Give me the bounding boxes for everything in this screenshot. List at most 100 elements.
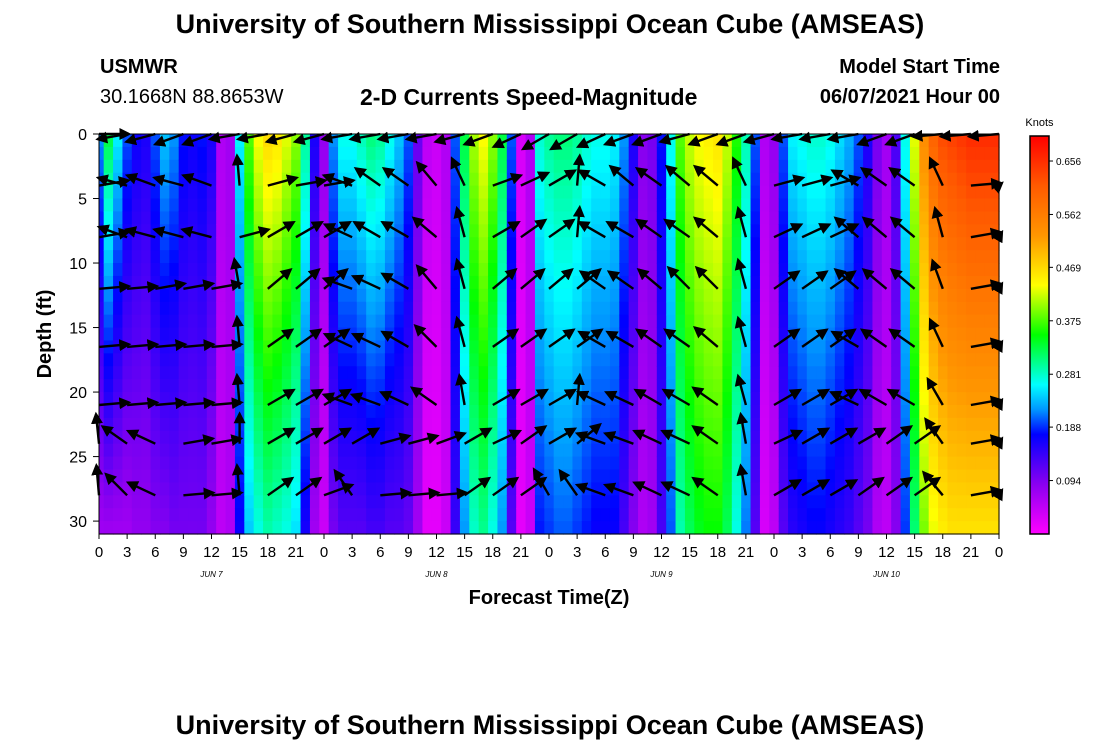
heat-cell [656, 146, 667, 161]
heat-cell [553, 198, 564, 213]
current-arrow [123, 132, 156, 146]
heat-cell [563, 404, 574, 419]
current-arrow [833, 216, 860, 239]
heat-cell [459, 366, 470, 380]
heat-cell [394, 314, 405, 329]
heat-cell [600, 456, 611, 471]
heat-cell [141, 314, 152, 329]
heat-cell [881, 263, 892, 277]
heat-cell [816, 366, 827, 380]
heat-cell [131, 392, 142, 406]
heat-cell [188, 482, 199, 496]
heat-cell [431, 275, 442, 290]
heat-cell [253, 172, 264, 187]
heat-cell [563, 417, 574, 432]
date-label: JUN 8 [424, 570, 448, 579]
heat-cell [863, 456, 874, 471]
heat-cell [731, 185, 742, 200]
heat-cell [497, 288, 508, 303]
heat-cell [497, 314, 508, 329]
heat-cell [506, 250, 517, 264]
heat-cell [459, 456, 470, 471]
heat-cell [206, 288, 217, 303]
heat-cell [366, 250, 377, 264]
current-arrow [379, 432, 412, 445]
x-tick-label: 9 [854, 544, 862, 561]
x-tick-label: 0 [995, 544, 1003, 561]
heat-cell [694, 443, 705, 458]
heat-cell [797, 263, 808, 277]
heat-cell [169, 288, 180, 303]
heat-cell [788, 353, 799, 367]
heat-cell [609, 301, 620, 316]
heat-cell [797, 211, 808, 225]
heat-cell [263, 482, 274, 496]
heat-cell [150, 288, 161, 303]
heat-cell [872, 288, 883, 303]
x-tick-label: 0 [320, 544, 328, 561]
heat-cell [947, 456, 958, 471]
heat-cell [666, 456, 677, 471]
heat-cell [141, 404, 152, 419]
heat-cell [99, 301, 105, 316]
heat-cell [253, 508, 264, 522]
heat-cell [516, 417, 527, 432]
heat-cell [394, 146, 405, 161]
heat-cell [272, 521, 283, 535]
heat-cell [806, 456, 817, 471]
heat-cell [366, 366, 377, 380]
heat-cell [844, 469, 855, 483]
heat-cell [206, 314, 217, 329]
heat-cell [375, 172, 386, 187]
heat-cell [403, 314, 414, 329]
x-tick-label: 21 [963, 544, 980, 561]
heat-cell [206, 521, 217, 535]
heat-cell [441, 198, 452, 213]
current-arrow [322, 223, 353, 239]
heat-cell [506, 275, 517, 290]
heat-cell [525, 469, 536, 483]
heat-cell [272, 456, 283, 471]
heat-cell [759, 521, 770, 535]
current-arrow [692, 216, 719, 239]
heat-cell [806, 146, 817, 161]
heat-cell [441, 263, 452, 277]
heat-cell [891, 521, 902, 535]
current-arrow [104, 472, 128, 497]
heat-cell [403, 159, 414, 174]
heat-cell [713, 417, 724, 432]
x-tick-label: 6 [151, 544, 159, 561]
heat-cell [816, 185, 827, 200]
heat-cell [413, 185, 424, 200]
heat-cell [122, 456, 133, 471]
heat-cell [441, 392, 452, 406]
heat-cell [525, 301, 536, 316]
heat-cell [891, 198, 902, 213]
heat-cell [525, 340, 536, 354]
heat-cell [778, 211, 789, 225]
heat-cell [609, 211, 620, 225]
heat-cell [834, 146, 845, 161]
heat-cell [666, 185, 677, 200]
heat-cell [966, 366, 977, 380]
heat-cell [947, 263, 958, 277]
heat-cell [900, 134, 911, 148]
current-arrow [692, 326, 719, 348]
heat-cell [300, 263, 311, 277]
heat-cell [928, 430, 939, 445]
heat-cell [628, 288, 639, 303]
heat-cell [394, 482, 405, 496]
heat-cell [694, 288, 705, 303]
heat-cell [103, 211, 114, 225]
current-arrow [833, 268, 860, 290]
heat-cell [197, 211, 208, 225]
heat-cell [534, 185, 545, 200]
heat-cell [356, 404, 367, 419]
heat-cell [188, 288, 199, 303]
current-arrow [464, 427, 493, 445]
heat-cell [544, 469, 555, 483]
heat-cell [244, 495, 255, 509]
heat-cell [713, 275, 724, 290]
heat-cell [413, 521, 424, 535]
heat-cell [900, 340, 911, 354]
